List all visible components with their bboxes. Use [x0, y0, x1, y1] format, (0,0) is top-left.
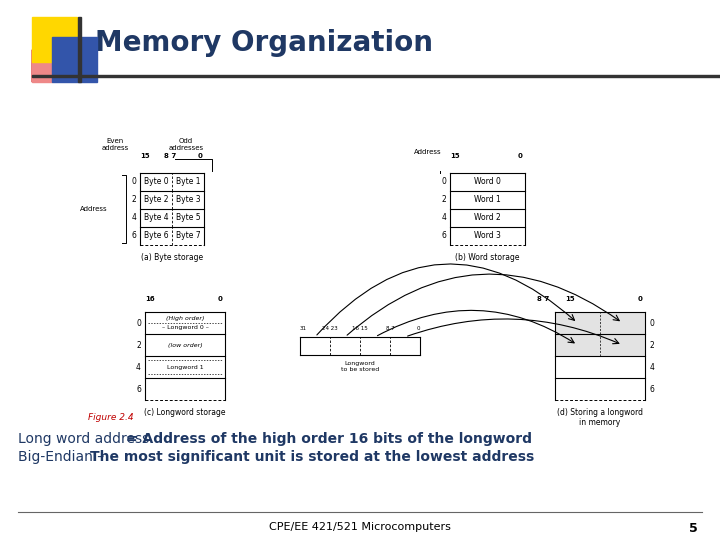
Bar: [32, 50, 52, 82]
Text: 31: 31: [300, 326, 307, 331]
Text: = Address of the high order 16 bits of the longword: = Address of the high order 16 bits of t…: [126, 432, 532, 446]
Text: 5: 5: [689, 522, 698, 535]
Text: (High order): (High order): [166, 316, 204, 321]
Text: Byte 6: Byte 6: [144, 232, 168, 240]
Text: Byte 1: Byte 1: [176, 178, 200, 186]
Text: 6: 6: [650, 384, 655, 394]
Text: Address: Address: [81, 206, 108, 212]
Text: (d) Storing a longword
in memory: (d) Storing a longword in memory: [557, 408, 643, 427]
Bar: [52, 37, 97, 82]
Text: 2: 2: [136, 341, 141, 349]
Text: Word 1: Word 1: [474, 195, 501, 205]
Text: 2: 2: [131, 195, 136, 205]
Text: 4: 4: [650, 362, 655, 372]
Text: 0: 0: [650, 319, 655, 327]
Text: Big-Endian –: Big-Endian –: [18, 450, 109, 464]
Text: 6: 6: [131, 232, 136, 240]
Text: Memory Organization: Memory Organization: [95, 29, 433, 57]
Text: 0: 0: [416, 326, 420, 331]
Text: Address: Address: [414, 149, 442, 155]
Text: Figure 2.4: Figure 2.4: [88, 413, 134, 422]
Text: 24 23: 24 23: [322, 326, 338, 331]
Text: 8 7: 8 7: [537, 296, 549, 302]
Text: 0: 0: [638, 296, 642, 302]
Text: 15: 15: [450, 153, 460, 159]
Text: 8 7: 8 7: [164, 153, 176, 159]
Polygon shape: [32, 50, 70, 82]
Text: Odd
addresses: Odd addresses: [168, 138, 204, 151]
Text: 15: 15: [140, 153, 150, 159]
Text: (a) Byte storage: (a) Byte storage: [141, 253, 203, 262]
Text: Word 2: Word 2: [474, 213, 501, 222]
Text: 4: 4: [131, 213, 136, 222]
Text: Byte 0: Byte 0: [144, 178, 168, 186]
Text: 16: 16: [145, 296, 155, 302]
Text: Byte 7: Byte 7: [176, 232, 200, 240]
Text: 6: 6: [136, 384, 141, 394]
Text: 2: 2: [441, 195, 446, 205]
Text: 0: 0: [518, 153, 523, 159]
Text: The most significant unit is stored at the lowest address: The most significant unit is stored at t…: [90, 450, 534, 464]
Bar: [555, 312, 645, 334]
Text: 8 7: 8 7: [386, 326, 395, 331]
Bar: [555, 334, 645, 356]
Text: Longword
to be stored: Longword to be stored: [341, 361, 379, 372]
Text: 4: 4: [136, 362, 141, 372]
Text: (c) Longword storage: (c) Longword storage: [144, 408, 226, 417]
Text: Word 0: Word 0: [474, 178, 501, 186]
Text: 0: 0: [441, 178, 446, 186]
Text: CPE/EE 421/521 Microcomputers: CPE/EE 421/521 Microcomputers: [269, 522, 451, 532]
Text: 16 15: 16 15: [352, 326, 368, 331]
Bar: [32, 17, 77, 62]
Text: (b) Word storage: (b) Word storage: [455, 253, 520, 262]
Text: 6: 6: [441, 232, 446, 240]
Text: Word 3: Word 3: [474, 232, 501, 240]
Text: Long word address: Long word address: [18, 432, 153, 446]
Text: Longword 1: Longword 1: [167, 364, 203, 369]
Text: 0: 0: [217, 296, 222, 302]
Text: (low order): (low order): [168, 342, 202, 348]
Text: Byte 4: Byte 4: [144, 213, 168, 222]
Text: Even
address: Even address: [102, 138, 129, 151]
Bar: [32, 75, 720, 77]
Text: Byte 5: Byte 5: [176, 213, 200, 222]
Text: Byte 3: Byte 3: [176, 195, 200, 205]
Text: 0: 0: [197, 153, 202, 159]
Text: 4: 4: [441, 213, 446, 222]
Text: 0: 0: [131, 178, 136, 186]
Text: 2: 2: [650, 341, 654, 349]
Text: Byte 2: Byte 2: [144, 195, 168, 205]
Text: 15: 15: [565, 296, 575, 302]
Bar: [78, 17, 81, 82]
Text: 0: 0: [136, 319, 141, 327]
Text: – Longword 0 –: – Longword 0 –: [161, 325, 208, 330]
